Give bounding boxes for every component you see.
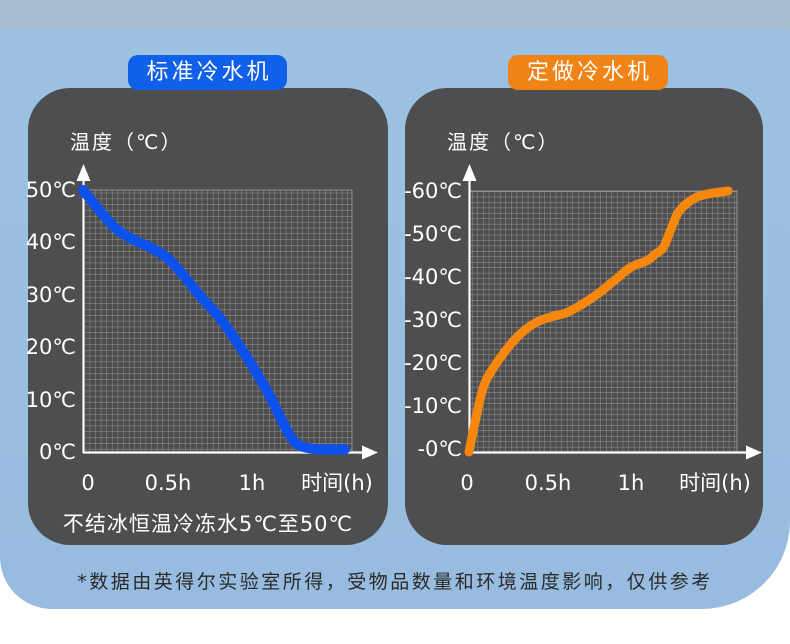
- standard-chiller-chart: 温度（℃） 50℃ 40℃ 30℃ 20℃ 10℃ 0℃ 0 0.5h 1h 时间(h) 不结冰…: [25, 88, 388, 545]
- grid: [469, 191, 737, 452]
- y-tick-label: -50℃: [404, 222, 462, 246]
- x-axis-arrow-icon: [746, 445, 762, 460]
- y-axis-title: 温度（℃）: [447, 130, 560, 154]
- y-tick-label: -0℃: [417, 437, 462, 461]
- x-tick-label: 1h: [617, 471, 645, 495]
- y-tick-label: 0℃: [39, 440, 76, 464]
- temperature-curve: [78, 185, 350, 455]
- y-tick-label: -10℃: [404, 394, 462, 418]
- y-tick-label: 30℃: [25, 282, 76, 307]
- x-tick-label: 0: [460, 471, 474, 495]
- y-tick-label: 10℃: [25, 387, 76, 412]
- y-tick-label: -60℃: [404, 179, 462, 203]
- custom-chiller-chart: 温度（℃） -60℃ -50℃ -40℃ -30℃ -20℃ -10℃ -0℃ 0 0.5h 1…: [404, 88, 763, 545]
- y-tick-label: -20℃: [404, 351, 462, 375]
- custom-chiller-badge: 定做冷水机: [508, 55, 668, 90]
- y-tick-label: 40℃: [25, 230, 76, 255]
- footnote: *数据由英得尔实验室所得，受物品数量和环境温度影响，仅供参考: [77, 571, 713, 593]
- y-tick-label: 50℃: [25, 178, 76, 202]
- y-axis-title: 温度（℃）: [70, 130, 183, 154]
- x-tick-label: 0.5h: [524, 471, 572, 495]
- y-tick-label: -40℃: [404, 265, 462, 289]
- standard-chiller-badge: 标准冷水机: [128, 55, 287, 90]
- y-axis-arrow-icon: [462, 164, 477, 181]
- y-axis-arrow-icon: [76, 164, 91, 181]
- y-tick-label: -30℃: [404, 308, 462, 332]
- x-tick-label: 1h: [238, 471, 266, 495]
- x-tick-label: 0: [81, 471, 95, 495]
- x-tick-label: 0.5h: [144, 471, 192, 495]
- temperature-curve: [464, 186, 733, 457]
- chart-caption: 不结冰恒温冷冻水5℃至50℃: [62, 512, 354, 536]
- x-tick-label: 时间(h): [301, 471, 373, 495]
- standard-chiller-plot: [76, 164, 378, 460]
- y-tick-label: 20℃: [25, 335, 76, 360]
- custom-chiller-plot: [462, 164, 762, 460]
- x-tick-label: 时间(h): [679, 471, 751, 495]
- x-axis-arrow-icon: [362, 445, 378, 460]
